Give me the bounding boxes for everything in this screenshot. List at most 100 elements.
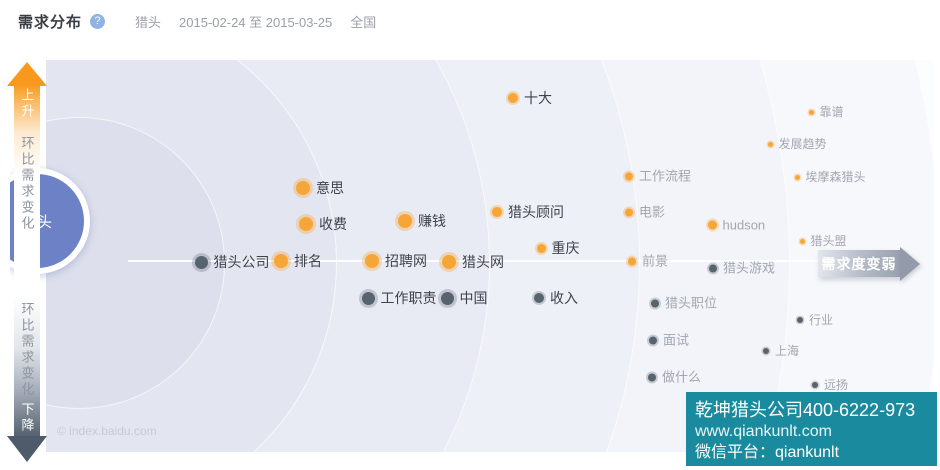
axis-side-label: 环比需求变化: [19, 136, 35, 232]
orange-dot-icon: [808, 109, 814, 115]
keyword-point-label: 上海: [775, 344, 800, 358]
down-arrow-icon: [7, 436, 47, 462]
axis-shaft: [14, 84, 40, 436]
keyword-point-label: 行业: [809, 313, 834, 327]
keyword-point[interactable]: 猎头盟: [799, 234, 847, 248]
keyword-point[interactable]: 猎头网: [442, 255, 504, 269]
orange-dot-icon: [625, 172, 633, 180]
right-arrowhead-icon: [900, 247, 920, 281]
keyword-point[interactable]: 上海: [763, 345, 799, 357]
keyword-point-label: 收费: [319, 216, 347, 232]
dark-dot-icon: [361, 291, 375, 305]
keyword-label: 猎头: [135, 14, 162, 30]
orange-dot-icon: [442, 255, 456, 269]
keyword-point[interactable]: 猎头职位: [651, 297, 717, 310]
demand-weaker-arrow: 需求度变弱: [818, 250, 900, 277]
keyword-point[interactable]: 招聘网: [365, 254, 427, 268]
mom-change-axis: 上升 环比需求变化 环比需求变化 下降: [7, 62, 47, 462]
keyword-point[interactable]: hudson: [707, 217, 766, 233]
dark-dot-icon: [194, 255, 208, 269]
keyword-point[interactable]: 十大: [508, 91, 552, 105]
dark-dot-icon: [797, 317, 803, 323]
orange-dot-icon: [536, 243, 546, 253]
orange-dot-icon: [625, 208, 633, 216]
keyword-point-label: 工作职责: [380, 290, 437, 306]
help-icon[interactable]: ?: [90, 13, 106, 29]
keyword-point-label: 远扬: [824, 378, 849, 392]
keyword-point[interactable]: 发展趋势: [767, 137, 827, 151]
contact-phone: 乾坤猎头公司400-6222-973: [695, 400, 916, 420]
keyword-point[interactable]: 收入: [534, 291, 578, 305]
orange-dot-icon: [794, 174, 800, 180]
keyword-point-label: 发展趋势: [778, 137, 827, 151]
keyword-point[interactable]: 猎头顾问: [492, 205, 564, 219]
keyword-point[interactable]: 行业: [797, 314, 833, 326]
keyword-point-label: 做什么: [662, 369, 702, 385]
keyword-point-label: 猎头网: [462, 254, 504, 270]
orange-dot-icon: [299, 217, 313, 231]
dark-dot-icon: [763, 348, 769, 354]
axis-down-label: 下降: [19, 402, 35, 434]
orange-dot-icon: [508, 93, 518, 103]
keyword-point[interactable]: 面试: [649, 334, 689, 347]
keyword-point[interactable]: 重庆: [536, 240, 580, 256]
keyword-point-label: 收入: [550, 290, 578, 306]
header: 需求分布 ? 猎头 2015-02-24 至 2015-03-25 全国: [18, 10, 376, 32]
dark-dot-icon: [649, 336, 657, 344]
keyword-point[interactable]: 排名: [274, 254, 322, 268]
keyword-point[interactable]: 工作职责: [361, 290, 437, 306]
orange-dot-icon: [707, 220, 717, 230]
orange-dot-icon: [492, 207, 502, 217]
keyword-point-label: 电影: [639, 204, 666, 220]
keyword-point[interactable]: 猎头公司: [194, 254, 270, 270]
orange-dot-icon: [398, 214, 412, 228]
orange-dot-icon: [767, 141, 773, 147]
keyword-point-label: 招聘网: [385, 253, 427, 269]
page-title: 需求分布: [18, 13, 83, 31]
keyword-point-label: 前景: [642, 253, 669, 269]
keyword-point-label: 中国: [459, 290, 488, 306]
keyword-point-label: 意思: [316, 180, 344, 196]
keyword-point-label: hudson: [722, 217, 766, 233]
up-arrow-icon: [7, 62, 47, 86]
keyword-point[interactable]: 前景: [628, 255, 668, 268]
dark-dot-icon: [709, 264, 717, 272]
keyword-point-label: 十大: [524, 90, 552, 106]
date-range-label: 2015-02-24 至 2015-03-25: [179, 14, 333, 30]
axis-side-label: 环比需求变化: [19, 302, 35, 398]
orange-dot-icon: [274, 254, 288, 268]
keyword-point[interactable]: 猎头游戏: [709, 262, 775, 275]
keyword-point[interactable]: 意思: [296, 181, 344, 195]
keyword-point[interactable]: 电影: [625, 206, 665, 219]
keyword-point[interactable]: 工作流程: [625, 170, 691, 183]
keyword-point-label: 猎头公司: [213, 254, 270, 270]
contact-website: www.qiankunlt.com: [695, 423, 832, 441]
dark-dot-icon: [651, 299, 659, 307]
contact-overlay: 乾坤猎头公司400-6222-973 www.qiankunlt.com 微信平…: [686, 392, 937, 466]
watermark: © index.baidu.com: [57, 424, 157, 438]
orange-dot-icon: [296, 181, 310, 195]
keyword-point[interactable]: 做什么: [648, 371, 701, 384]
keyword-point-label: 猎头游戏: [723, 260, 776, 276]
keyword-point-label: 埃摩森猎头: [805, 170, 866, 184]
keyword-point-label: 靠谱: [819, 105, 844, 119]
keyword-point-label: 面试: [663, 332, 690, 348]
keyword-point[interactable]: 中国: [440, 290, 488, 306]
keyword-point-label: 重庆: [551, 240, 580, 256]
keyword-point-label: 猎头职位: [665, 295, 718, 311]
contact-wechat: 微信平台：qiankunlt: [695, 443, 840, 461]
orange-dot-icon: [799, 238, 805, 244]
dark-dot-icon: [534, 293, 544, 303]
keyword-point-label: 猎头盟: [810, 234, 847, 248]
keyword-point[interactable]: 赚钱: [398, 214, 446, 228]
center-horizontal-line: [128, 260, 822, 262]
keyword-point-label: 猎头顾问: [508, 204, 564, 220]
keyword-point[interactable]: 远扬: [812, 379, 848, 391]
keyword-point[interactable]: 收费: [299, 217, 347, 231]
keyword-point[interactable]: 靠谱: [808, 105, 844, 119]
keyword-point-label: 工作流程: [639, 168, 692, 184]
demand-distribution-chart: 猎头 猎头公司排名意思收费赚钱招聘网猎头网工作职责中国十大猎头顾问重庆收入工作流…: [10, 60, 934, 452]
dark-dot-icon: [648, 373, 656, 381]
keyword-point[interactable]: 埃摩森猎头: [794, 170, 866, 184]
keyword-point-label: 赚钱: [418, 213, 446, 229]
